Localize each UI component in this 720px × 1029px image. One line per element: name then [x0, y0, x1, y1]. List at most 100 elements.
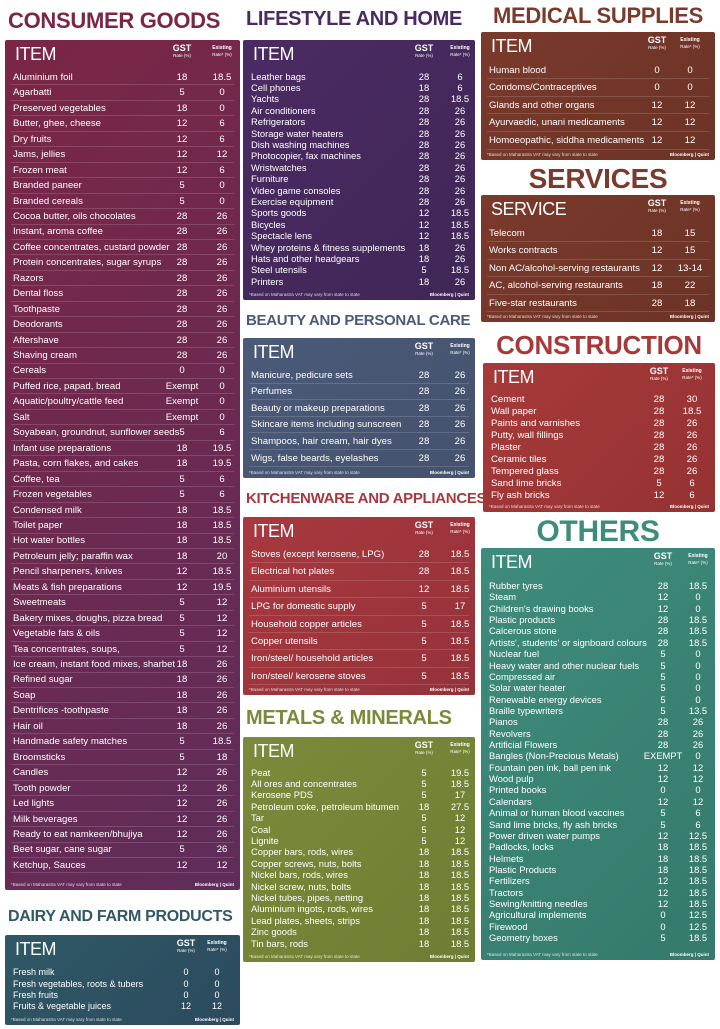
item-name: Broomsticks [13, 751, 66, 763]
row-divider [487, 311, 709, 312]
existing-rate: 12 [211, 1001, 222, 1012]
row-divider [249, 614, 469, 616]
gst-rate: 5 [660, 682, 666, 694]
row-divider [249, 632, 469, 633]
item-name: Ketchup, Sauces [13, 859, 86, 871]
gst-rate: 18 [176, 720, 188, 732]
item-name: Aquatic/poultry/cattle feed [13, 396, 124, 408]
column-header-existing: Existing [450, 742, 470, 748]
gst-rate: 5 [660, 807, 666, 819]
gst-rate: 18 [176, 102, 188, 114]
gst-rate: 28 [176, 272, 188, 284]
row-divider [249, 684, 469, 686]
row-divider [11, 486, 234, 488]
item-name: Calcerous stone [489, 625, 557, 637]
table-panel: ITEM GST Rate (%) Existing Rate* (%) Stoves (… [243, 517, 475, 695]
existing-rate: 0 [695, 670, 701, 682]
column-header-gst: GST [414, 341, 434, 351]
gst-rate: 28 [651, 297, 663, 309]
existing-rate: 19.5 [212, 442, 232, 454]
gst-rate: 12 [176, 118, 188, 130]
gst-rate: 5 [421, 834, 427, 846]
column-header-existing-unit: Rate* (%) [680, 207, 700, 212]
row-divider [11, 547, 234, 549]
column-header-gst-unit: Rate (%) [415, 750, 433, 755]
gst-rate: 28 [418, 161, 430, 173]
existing-rate: 18.5 [450, 869, 470, 881]
gst-rate: 18 [176, 519, 188, 531]
gst-rate: 5 [656, 478, 662, 490]
row-divider [487, 258, 709, 260]
existing-rate: 12 [216, 597, 228, 609]
row-divider [487, 78, 709, 80]
gst-rate: 12 [418, 583, 430, 595]
existing-rate: 26 [216, 813, 228, 825]
existing-rate: 26 [686, 466, 698, 478]
gst-rate: 28 [657, 614, 669, 626]
row-divider [249, 449, 469, 450]
item-name: Artists', students' or signboard colours [489, 636, 647, 648]
gst-rate: 5 [421, 812, 427, 824]
gst-rate: 18 [176, 705, 188, 717]
item-name: Aftershave [13, 334, 59, 346]
column-header-item: ITEM [491, 552, 533, 572]
item-name: Agarbatti [13, 87, 52, 99]
gst-rate: 18 [657, 852, 669, 864]
item-name: Copper utensils [251, 635, 318, 647]
existing-rate: 6 [219, 118, 225, 130]
existing-rate: 0 [687, 82, 693, 94]
row-divider [11, 748, 234, 750]
column-header-gst: GST [414, 43, 434, 53]
item-name: Toothpaste [13, 303, 60, 315]
gst-rate: 5 [421, 823, 427, 835]
column-header-item: ITEM [253, 342, 295, 362]
item-name: Spectacle lens [251, 230, 312, 242]
gst-rate: 18 [176, 689, 188, 701]
row-divider [11, 223, 234, 225]
gst-rate: 12 [176, 767, 188, 779]
gst-rate: 28 [418, 127, 430, 139]
gst-rate: 18 [418, 241, 430, 253]
item-name: Aluminium ingots, rods, wires [251, 903, 373, 915]
gst-rate: 28 [176, 319, 188, 331]
item-name: Tea concentrates, soups, [13, 643, 120, 655]
existing-rate: 26 [216, 844, 228, 856]
row-divider [11, 594, 234, 596]
gst-rate: 28 [653, 430, 665, 442]
existing-rate: 18.5 [688, 841, 708, 853]
item-name: Wigs, false beards, eyelashes [251, 452, 379, 464]
gst-rate: 12 [657, 761, 669, 773]
row-divider [249, 579, 469, 581]
existing-rate: 18.5 [450, 891, 470, 903]
item-name: Vegetable fats & oils [13, 628, 100, 640]
gst-rate: Exempt [165, 411, 199, 423]
item-name: Furniture [251, 173, 289, 185]
existing-rate: 19.5 [212, 581, 232, 593]
existing-rate: 18.5 [688, 875, 708, 887]
item-name: Infant use preparations [13, 442, 112, 454]
item-name: Heavy water and other nuclear fuels [489, 659, 640, 671]
section-title: METALS & MINERALS [246, 707, 452, 729]
gst-rate: 12 [176, 164, 188, 176]
footnote: *Based on Maharastra VAT may vary from s… [487, 151, 598, 157]
existing-rate: 18.5 [450, 207, 470, 219]
existing-rate: 22 [684, 280, 696, 292]
existing-rate: 12 [216, 643, 228, 655]
item-name: Iron/steel/ household articles [251, 653, 374, 665]
gst-rate: 28 [418, 173, 430, 185]
existing-rate: 18.5 [450, 903, 470, 915]
gst-rate: 12 [651, 262, 663, 274]
item-name: Dentrifices -toothpaste [13, 705, 109, 717]
existing-rate: 12 [216, 149, 228, 161]
item-name: Hats and other headgears [251, 252, 360, 264]
item-name: Puffed rice, papad, bread [13, 380, 121, 392]
row-divider [11, 238, 234, 240]
item-name: Tooth powder [13, 782, 71, 794]
section-title: DAIRY AND FARM PRODUCTS [8, 908, 233, 925]
item-name: Firewood [489, 920, 528, 932]
table-panel: ITEM GST Rate (%) Existing Rate* (%) Human bl… [481, 32, 715, 160]
row-divider [11, 470, 234, 472]
existing-rate: 18.5 [450, 93, 470, 105]
row-divider [487, 130, 709, 132]
row-divider [11, 347, 234, 349]
